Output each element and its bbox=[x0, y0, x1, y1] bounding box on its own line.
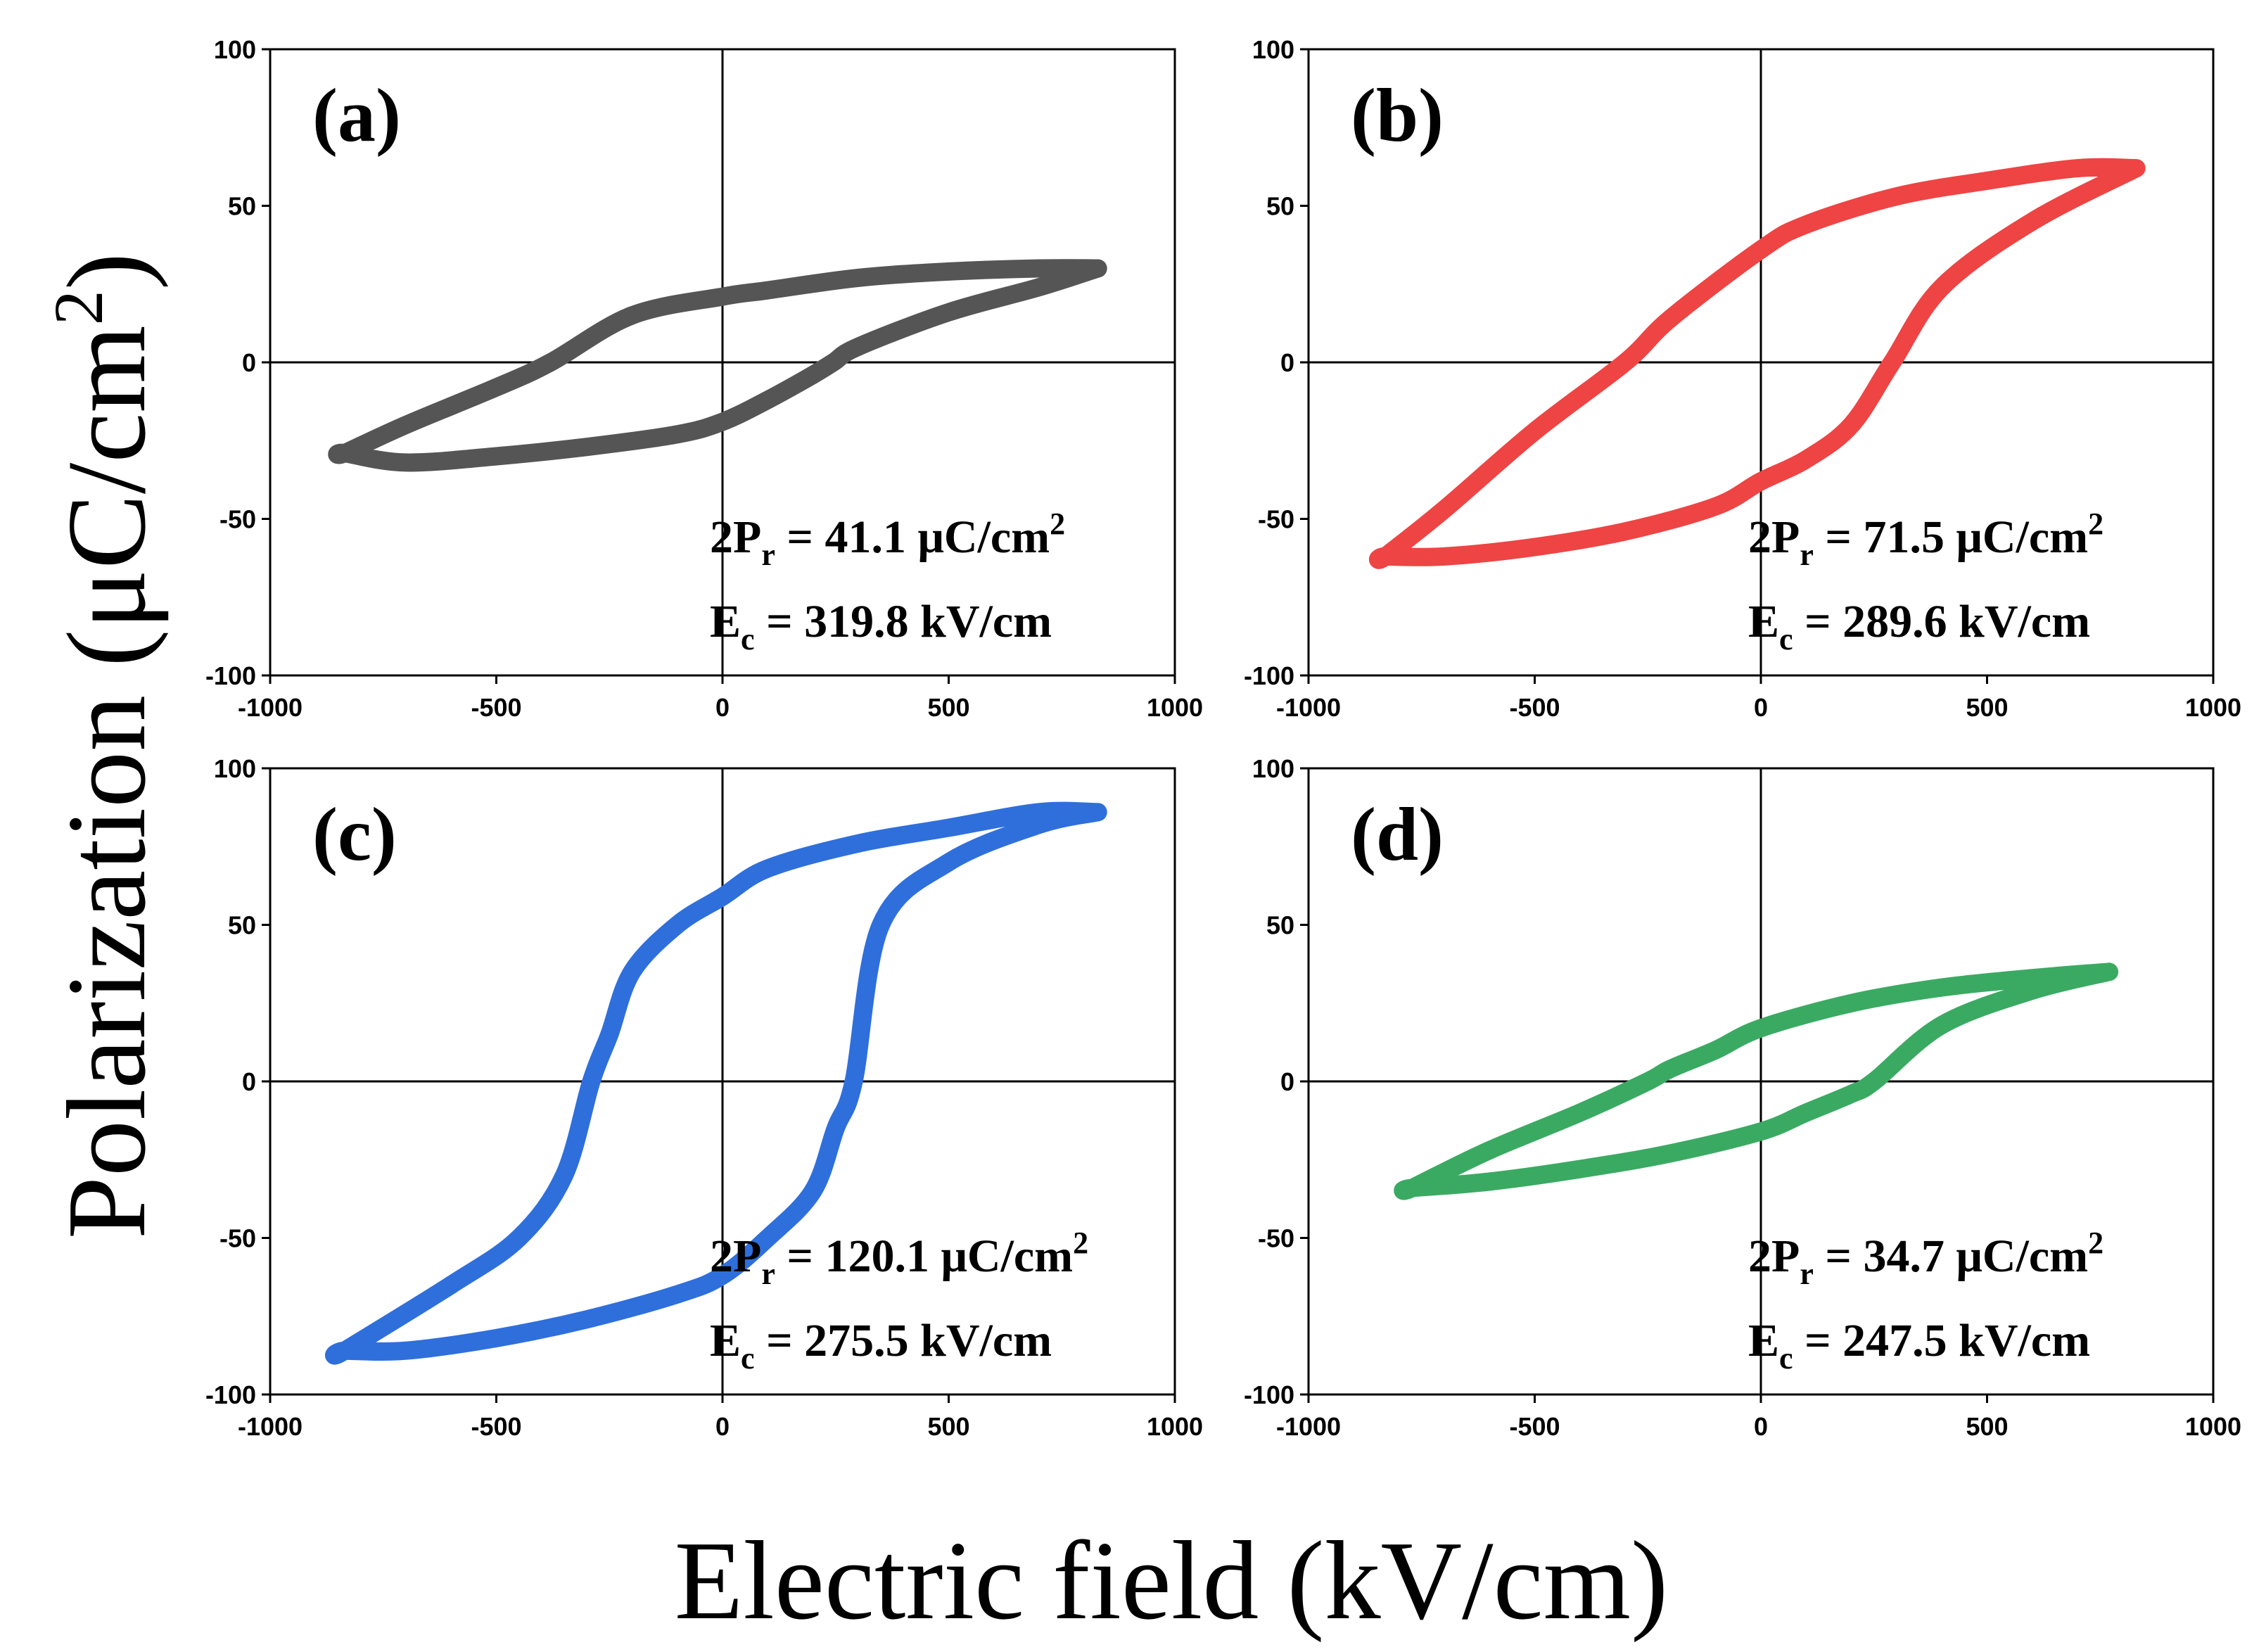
y-tick-label: 50 bbox=[228, 192, 256, 221]
x-tick-label: -1000 bbox=[1276, 1412, 1341, 1441]
y-tick-label: -100 bbox=[1244, 661, 1294, 690]
y-tick-label: -50 bbox=[219, 505, 256, 534]
hysteresis-loop bbox=[1394, 962, 2119, 1200]
y-tick-label: 100 bbox=[1252, 754, 1294, 783]
hysteresis-loop bbox=[325, 801, 1107, 1365]
coercive-field-label: Ec = 289.6 kV/cm bbox=[1748, 596, 2090, 656]
remanent-polarization-label: 2Pr = 41.1 μC/cm2 bbox=[710, 507, 1065, 572]
coercive-field-label: Ec = 275.5 kV/cm bbox=[710, 1315, 1052, 1375]
x-tick-label: 500 bbox=[1966, 1412, 2008, 1441]
panel-label: (b) bbox=[1351, 74, 1444, 158]
remanent-polarization-label: 2Pr = 34.7 μC/cm2 bbox=[1748, 1226, 2103, 1291]
panel-label: (c) bbox=[312, 793, 397, 877]
y-tick-label: -50 bbox=[1258, 1224, 1294, 1253]
x-tick-label: 0 bbox=[1754, 1412, 1768, 1441]
y-axis-title: Polarization (μC/cm2) bbox=[39, 253, 169, 1239]
x-tick-label: -500 bbox=[1509, 1412, 1560, 1441]
y-tick-label: 0 bbox=[242, 348, 256, 377]
hysteresis-loop bbox=[328, 259, 1107, 472]
y-tick-label: -50 bbox=[219, 1224, 256, 1253]
y-tick-label: 100 bbox=[214, 35, 256, 64]
x-tick-label: 0 bbox=[715, 1412, 730, 1441]
x-tick-label: 500 bbox=[927, 1412, 969, 1441]
y-tick-label: -100 bbox=[205, 1380, 256, 1409]
x-axis-title: Electric field (kV/cm) bbox=[675, 1518, 1669, 1643]
y-tick-label: -100 bbox=[1244, 1380, 1294, 1409]
x-tick-label: 500 bbox=[927, 693, 969, 722]
y-tick-label: 50 bbox=[1266, 192, 1294, 221]
x-tick-label: -1000 bbox=[1276, 693, 1341, 722]
y-tick-label: 100 bbox=[1252, 35, 1294, 64]
x-tick-label: 0 bbox=[715, 693, 730, 722]
panel-label: (d) bbox=[1351, 793, 1444, 877]
hysteresis-loop bbox=[1368, 158, 2146, 569]
y-tick-label: 50 bbox=[1266, 911, 1294, 940]
y-tick-label: 100 bbox=[214, 754, 256, 783]
x-tick-label: 1000 bbox=[1147, 1412, 1203, 1441]
y-tick-label: 0 bbox=[1280, 348, 1294, 377]
x-tick-label: -500 bbox=[1509, 693, 1560, 722]
remanent-polarization-label: 2Pr = 71.5 μC/cm2 bbox=[1748, 507, 2103, 572]
y-tick-label: -50 bbox=[1258, 505, 1294, 534]
x-tick-label: -500 bbox=[471, 1412, 521, 1441]
remanent-polarization-label: 2Pr = 120.1 μC/cm2 bbox=[710, 1226, 1088, 1291]
x-tick-label: 500 bbox=[1966, 693, 2008, 722]
x-tick-label: 1000 bbox=[2185, 693, 2241, 722]
x-tick-label: 0 bbox=[1754, 693, 1768, 722]
y-tick-label: 0 bbox=[242, 1067, 256, 1096]
x-tick-label: -1000 bbox=[238, 1412, 303, 1441]
y-tick-label: 0 bbox=[1280, 1067, 1294, 1096]
coercive-field-label: Ec = 247.5 kV/cm bbox=[1748, 1315, 2090, 1375]
x-tick-label: -500 bbox=[471, 693, 521, 722]
x-tick-label: 1000 bbox=[2185, 1412, 2241, 1441]
x-tick-label: 1000 bbox=[1147, 693, 1203, 722]
coercive-field-label: Ec = 319.8 kV/cm bbox=[710, 596, 1052, 656]
y-tick-label: 50 bbox=[228, 911, 256, 940]
panel-label: (a) bbox=[312, 74, 401, 158]
x-tick-label: -1000 bbox=[238, 693, 303, 722]
y-tick-label: -100 bbox=[205, 661, 256, 690]
